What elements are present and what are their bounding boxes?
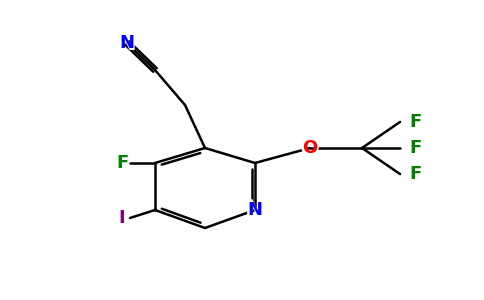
Text: F: F [409, 113, 421, 131]
Text: F: F [116, 154, 128, 172]
Text: N: N [120, 34, 135, 52]
Text: N: N [247, 201, 262, 219]
Text: O: O [300, 136, 320, 160]
Text: N: N [245, 198, 265, 222]
Text: I: I [119, 209, 125, 227]
Text: N: N [117, 31, 137, 55]
Text: F: F [409, 139, 421, 157]
Text: F: F [409, 165, 421, 183]
Text: O: O [302, 139, 318, 157]
